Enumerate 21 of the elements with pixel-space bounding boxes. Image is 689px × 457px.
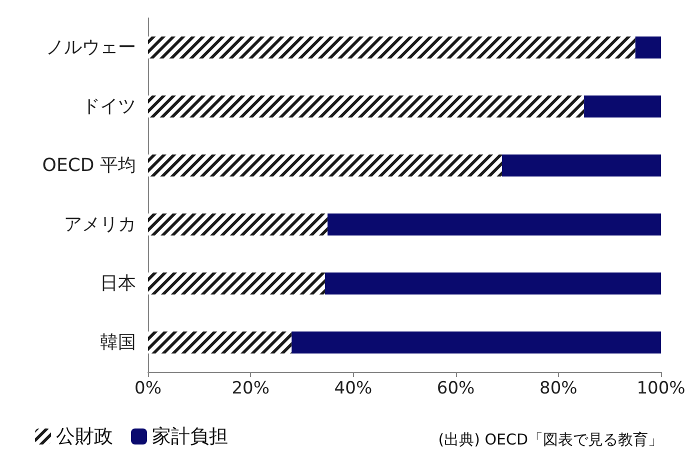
y-tick-label: 韓国 [100,332,136,353]
bar [292,332,661,354]
y-tick-label: アメリカ [64,214,136,235]
legend-label: 家計負担 [152,426,228,448]
x-tick-label: 80% [540,378,578,398]
text: (出典) OECD「図表で見る教育」 [438,430,663,448]
bar [584,96,661,118]
x-tick-label: 60% [436,378,475,398]
bar [328,214,661,236]
y-tick-label: 日本 [100,273,136,294]
bar [502,154,661,176]
x-tick-label: 40% [334,378,372,398]
y-tick-label: ノルウェー [46,37,136,58]
y-tick-label: ドイツ [82,96,136,117]
x-tick-label: 20% [232,378,270,398]
bar [635,36,661,58]
legend-label: 公財政 [56,426,113,448]
x-tick-label: 100% [636,378,686,398]
x-tick-label: 0% [134,378,162,398]
y-tick-label: OECD 平均 [42,155,136,176]
bar [324,272,661,294]
